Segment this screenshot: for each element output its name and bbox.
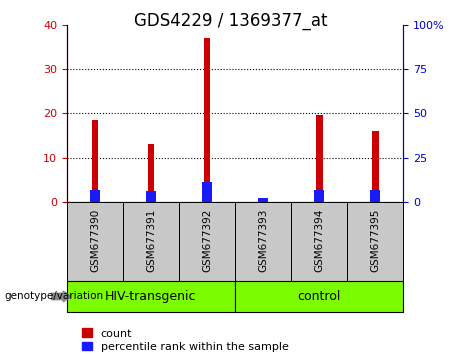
Bar [260, 200, 266, 202]
Text: HIV-transgenic: HIV-transgenic [105, 290, 197, 303]
Bar [235, 202, 291, 281]
Bar [146, 191, 156, 202]
Bar [67, 281, 235, 312]
Text: GDS4229 / 1369377_at: GDS4229 / 1369377_at [134, 12, 327, 30]
Bar [204, 38, 210, 202]
Bar [314, 190, 324, 202]
Bar [258, 198, 268, 202]
Bar [370, 190, 380, 202]
Bar [202, 182, 212, 202]
Text: GSM677393: GSM677393 [258, 208, 268, 272]
Legend: count, percentile rank within the sample: count, percentile rank within the sample [82, 329, 289, 352]
Bar [92, 120, 98, 202]
Text: control: control [297, 290, 341, 303]
Text: GSM677390: GSM677390 [90, 209, 100, 272]
Bar [123, 202, 179, 281]
Bar [67, 202, 123, 281]
Bar [316, 115, 323, 202]
Bar [235, 281, 403, 312]
Bar [148, 144, 154, 202]
Bar [179, 202, 235, 281]
Text: GSM677395: GSM677395 [370, 208, 380, 272]
Bar [372, 131, 378, 202]
Bar [90, 190, 100, 202]
Text: GSM677394: GSM677394 [314, 208, 324, 272]
Text: genotype/variation: genotype/variation [5, 291, 104, 302]
Bar [347, 202, 403, 281]
Text: GSM677391: GSM677391 [146, 208, 156, 272]
Bar [291, 202, 347, 281]
Text: GSM677392: GSM677392 [202, 208, 212, 272]
